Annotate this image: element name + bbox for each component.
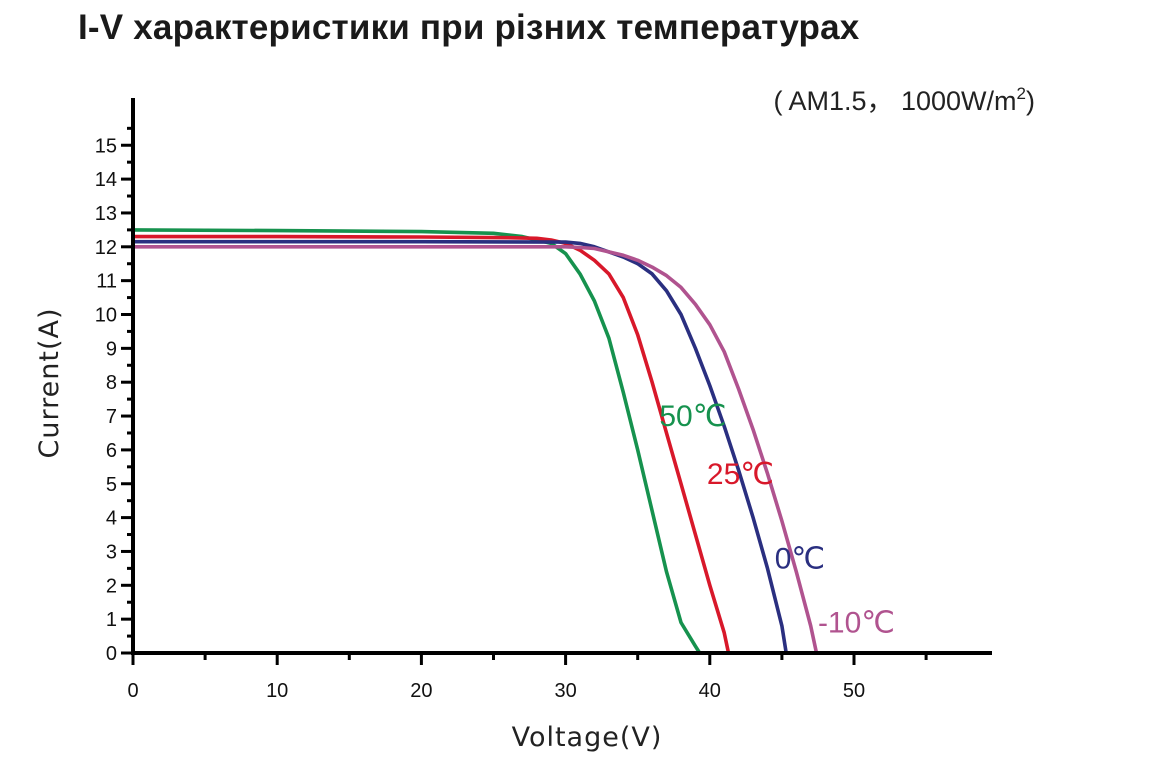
y-tick-label: 2: [106, 575, 117, 597]
series-label: 50℃: [659, 400, 726, 433]
conditions-suffix: ): [1026, 86, 1035, 116]
x-tick-label: 20: [410, 680, 432, 702]
y-tick-label: 0: [106, 643, 117, 665]
y-tick-label: 11: [96, 271, 117, 293]
series-line: [131, 234, 731, 655]
x-axis-title: Voltage(V): [512, 722, 663, 753]
curves-layer: 50℃ 25℃ 0℃ -10℃: [131, 228, 895, 655]
y-tick-label: 4: [106, 508, 117, 530]
series-label: 0℃: [775, 542, 825, 575]
x-tick-label: 10: [266, 680, 288, 702]
y-tick-label: 7: [106, 406, 117, 428]
series-label: -10℃: [818, 607, 895, 640]
x-tick-label: 30: [554, 680, 576, 702]
axes-layer: [131, 98, 992, 655]
y-tick-label: 14: [95, 169, 117, 191]
conditions-superscript: 2: [1017, 84, 1026, 103]
chart-title: I-V характеристики при різних температур…: [78, 8, 860, 47]
y-tick-label: 15: [95, 135, 117, 157]
conditions-label: ( AM1.5， 1000W/m2): [773, 84, 1035, 116]
y-tick-label: 9: [106, 338, 117, 360]
y-tick-label: 8: [106, 372, 117, 394]
y-tick-label: 13: [95, 203, 117, 225]
series-line: [131, 228, 702, 655]
y-tick-label: 3: [106, 541, 117, 563]
labels-layer: ( AM1.5， 1000W/m2) Voltage(V) Current(A): [34, 84, 1035, 753]
y-axis-title: Current(A): [34, 308, 65, 459]
series-line: [131, 245, 819, 655]
y-tick-label: 5: [106, 474, 117, 496]
y-tick-label: 10: [95, 305, 117, 327]
series-label: 25℃: [707, 458, 774, 491]
x-tick-label: 0: [127, 680, 138, 702]
y-tick-label: 1: [106, 609, 117, 631]
series-line: [131, 239, 788, 655]
y-tick-label: 6: [106, 440, 117, 462]
x-tick-label: 40: [699, 680, 721, 702]
y-tick-label: 12: [95, 237, 117, 259]
conditions-prefix: ( AM1.5， 1000W/m: [773, 86, 1016, 116]
x-tick-label: 50: [843, 680, 865, 702]
